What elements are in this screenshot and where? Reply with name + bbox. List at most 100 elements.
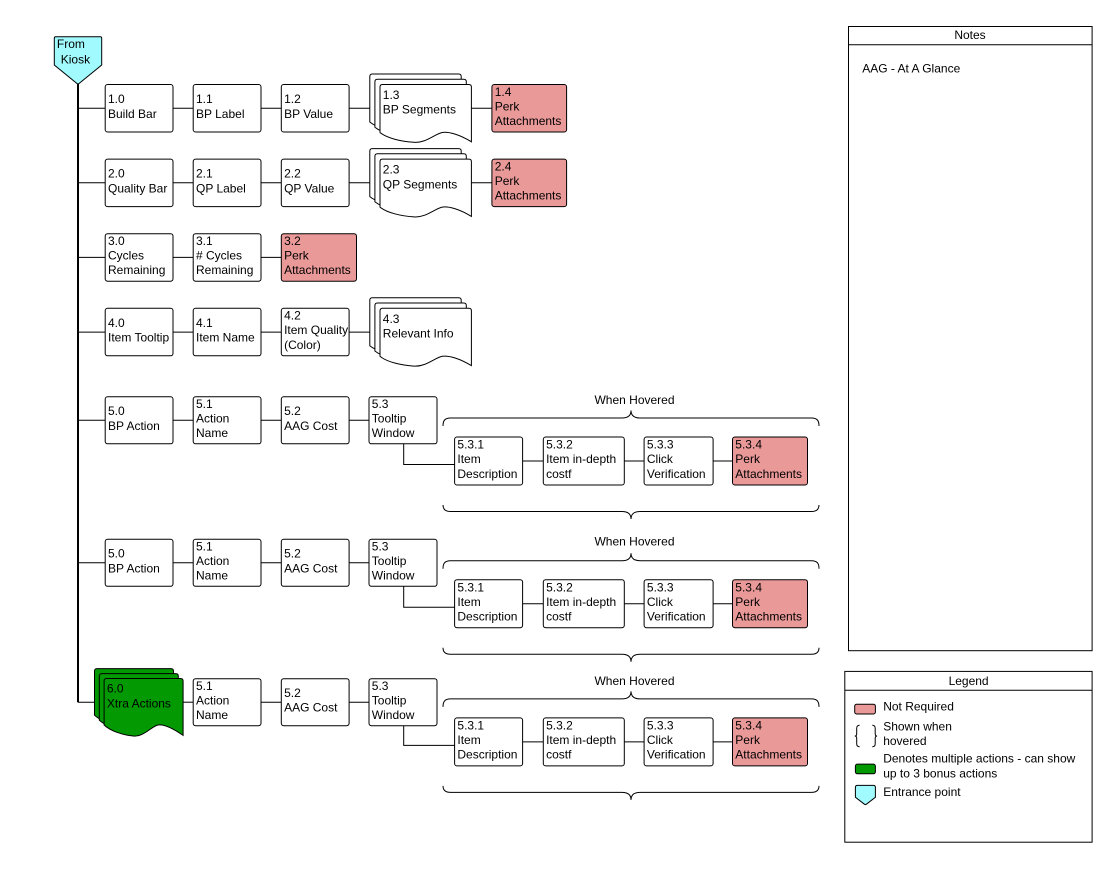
svg-text:Perk: Perk <box>284 249 310 263</box>
svg-text:5.1: 5.1 <box>196 679 213 693</box>
svg-text:Perk: Perk <box>495 100 521 114</box>
svg-text:Attachments: Attachments <box>284 263 351 277</box>
svg-text:5.3.4: 5.3.4 <box>735 580 762 594</box>
svg-text:2.4: 2.4 <box>495 159 512 173</box>
svg-text:AAG Cost: AAG Cost <box>284 561 338 575</box>
svg-text:BP Value: BP Value <box>284 107 333 121</box>
svg-text:Tooltip: Tooltip <box>372 554 407 568</box>
svg-text:2.0: 2.0 <box>108 167 125 181</box>
svg-text:AAG Cost: AAG Cost <box>284 701 338 715</box>
svg-text:5.3.1: 5.3.1 <box>457 580 484 594</box>
svg-text:1.3: 1.3 <box>383 88 400 102</box>
svg-text:AAG Cost: AAG Cost <box>284 419 338 433</box>
svg-text:From: From <box>57 37 85 51</box>
svg-text:Description: Description <box>457 610 517 624</box>
svg-text:Tooltip: Tooltip <box>372 412 407 426</box>
svg-text:3.2: 3.2 <box>284 234 301 248</box>
svg-text:Action: Action <box>196 554 229 568</box>
svg-text:Window: Window <box>372 708 415 722</box>
svg-text:5.3: 5.3 <box>372 397 389 411</box>
svg-text:Action: Action <box>196 693 229 707</box>
svg-text:6.0: 6.0 <box>107 682 124 696</box>
svg-text:1.0: 1.0 <box>108 92 125 106</box>
svg-text:Item Name: Item Name <box>196 331 255 345</box>
svg-text:AAG - At A Glance: AAG - At A Glance <box>862 61 960 75</box>
svg-text:QP Segments: QP Segments <box>383 177 457 191</box>
svg-text:When Hovered: When Hovered <box>594 393 674 407</box>
svg-text:5.3.1: 5.3.1 <box>457 438 484 452</box>
svg-text:1.4: 1.4 <box>495 85 512 99</box>
svg-text:Quality Bar: Quality Bar <box>108 181 167 195</box>
svg-text:5.3.3: 5.3.3 <box>647 438 674 452</box>
svg-text:Item Tooltip: Item Tooltip <box>108 331 169 345</box>
svg-text:Verification: Verification <box>647 610 706 624</box>
svg-text:Window: Window <box>372 426 415 440</box>
svg-text:When Hovered: When Hovered <box>594 535 674 549</box>
svg-text:2.2: 2.2 <box>284 167 301 181</box>
svg-text:Item: Item <box>457 733 480 747</box>
svg-text:2.3: 2.3 <box>383 163 400 177</box>
svg-text:5.3.3: 5.3.3 <box>647 580 674 594</box>
svg-text:Item Quality: Item Quality <box>284 323 348 337</box>
svg-text:Click: Click <box>647 452 674 466</box>
svg-text:Entrance point: Entrance point <box>883 785 961 799</box>
svg-text:Name: Name <box>196 708 228 722</box>
svg-text:BP Action: BP Action <box>108 419 160 433</box>
svg-text:Perk: Perk <box>735 595 761 609</box>
svg-text:Notes: Notes <box>954 28 985 42</box>
svg-text:Tooltip: Tooltip <box>372 693 407 707</box>
svg-text:1.2: 1.2 <box>284 92 301 106</box>
svg-text:5.3.4: 5.3.4 <box>735 719 762 733</box>
svg-text:Legend: Legend <box>949 674 989 688</box>
svg-text:5.2: 5.2 <box>284 686 301 700</box>
svg-text:Click: Click <box>647 733 674 747</box>
svg-text:Window: Window <box>372 569 415 583</box>
svg-text:Description: Description <box>457 467 517 481</box>
svg-text:Verification: Verification <box>647 467 706 481</box>
svg-text:4.3: 4.3 <box>383 312 400 326</box>
svg-text:5.3.2: 5.3.2 <box>546 719 573 733</box>
svg-text:Xtra Actions: Xtra Actions <box>107 696 171 710</box>
svg-text:5.3.4: 5.3.4 <box>735 438 762 452</box>
svg-text:2.1: 2.1 <box>196 167 213 181</box>
svg-text:Attachments: Attachments <box>495 189 562 203</box>
svg-text:5.3.1: 5.3.1 <box>457 719 484 733</box>
svg-text:QP Label: QP Label <box>196 181 246 195</box>
svg-text:Action: Action <box>196 412 229 426</box>
svg-text:4.1: 4.1 <box>196 316 213 330</box>
svg-text:1.1: 1.1 <box>196 92 213 106</box>
svg-text:3.1: 3.1 <box>196 234 213 248</box>
svg-text:Description: Description <box>457 748 517 762</box>
svg-text:Item: Item <box>457 452 480 466</box>
svg-text:5.2: 5.2 <box>284 404 301 418</box>
svg-text:Name: Name <box>196 569 228 583</box>
svg-text:Not Required: Not Required <box>883 700 954 714</box>
svg-text:5.2: 5.2 <box>284 547 301 561</box>
svg-text:Item: Item <box>457 595 480 609</box>
svg-text:costf: costf <box>546 748 572 762</box>
svg-text:BP Label: BP Label <box>196 107 245 121</box>
svg-text:Name: Name <box>196 426 228 440</box>
svg-text:costf: costf <box>546 467 572 481</box>
svg-text:Perk: Perk <box>735 733 761 747</box>
svg-text:4.0: 4.0 <box>108 316 125 330</box>
svg-text:Item in-depth: Item in-depth <box>546 733 616 747</box>
svg-text:Shown when: Shown when <box>883 719 952 733</box>
svg-text:Kiosk: Kiosk <box>61 52 91 66</box>
svg-text:Item in-depth: Item in-depth <box>546 452 616 466</box>
svg-text:Remaining: Remaining <box>108 263 165 277</box>
svg-text:Attachments: Attachments <box>735 748 802 762</box>
svg-text:QP Value: QP Value <box>284 181 335 195</box>
svg-text:BP Action: BP Action <box>108 561 160 575</box>
svg-text:Cycles: Cycles <box>108 249 144 263</box>
svg-text:Perk: Perk <box>495 174 521 188</box>
svg-text:4.2: 4.2 <box>284 309 301 323</box>
svg-text:BP Segments: BP Segments <box>383 103 456 117</box>
svg-text:5.3.2: 5.3.2 <box>546 580 573 594</box>
svg-text:Relevant Info: Relevant Info <box>383 327 454 341</box>
svg-text:Item in-depth: Item in-depth <box>546 595 616 609</box>
svg-text:Verification: Verification <box>647 748 706 762</box>
svg-text:5.0: 5.0 <box>108 547 125 561</box>
svg-text:# Cycles: # Cycles <box>196 249 242 263</box>
svg-text:5.0: 5.0 <box>108 404 125 418</box>
